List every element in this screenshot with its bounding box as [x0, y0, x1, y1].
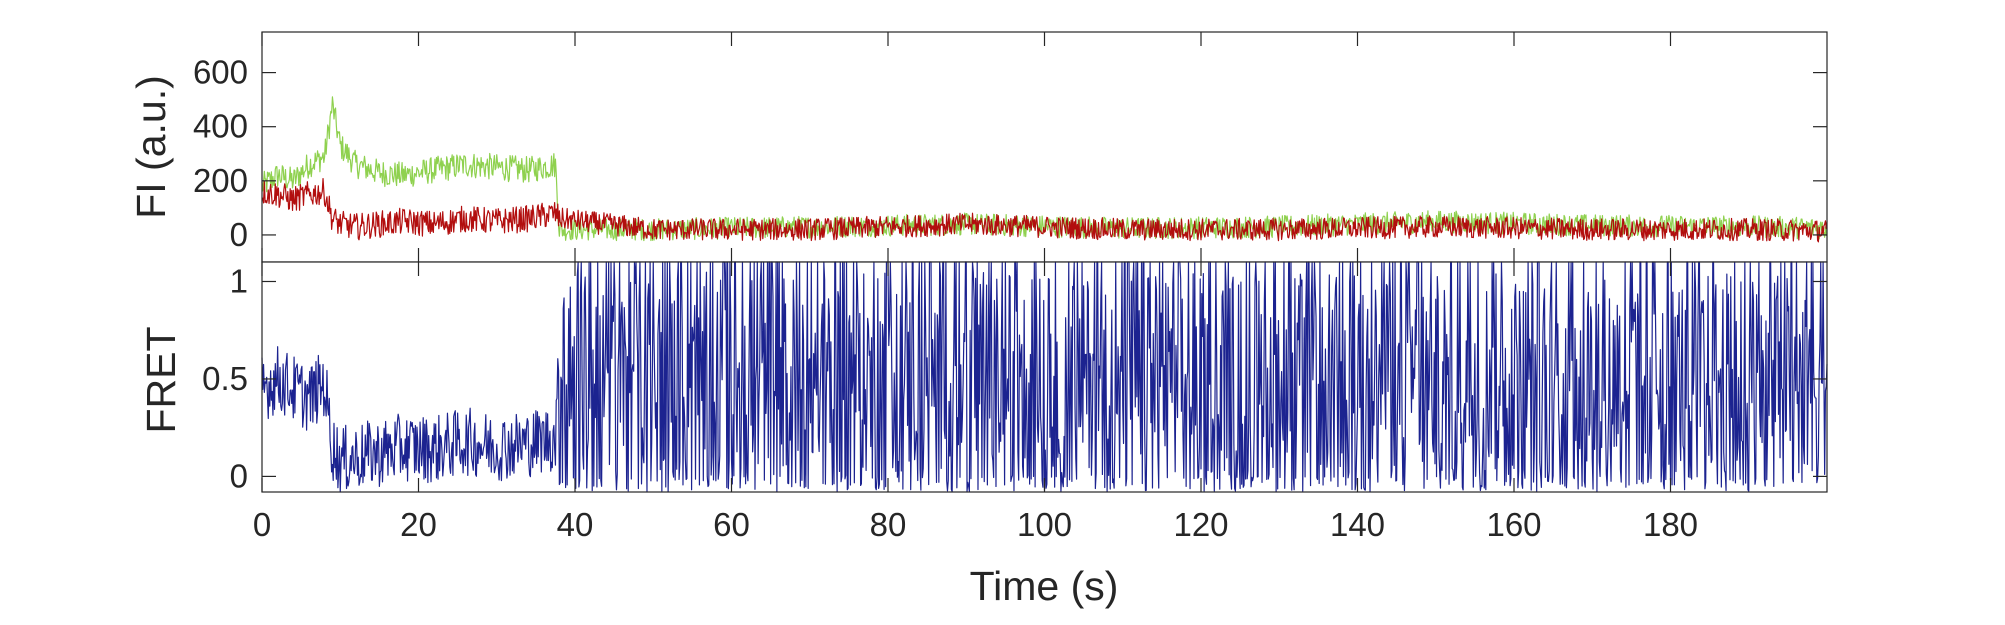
fluorescence-traces [261, 96, 1828, 243]
x-tick-label: 80 [870, 506, 907, 543]
x-tick-label: 140 [1330, 506, 1385, 543]
fluorescence-y-axis-label: FI (a.u.) [128, 75, 174, 219]
fluorescence-trace-2 [261, 177, 1828, 243]
x-tick-label: 100 [1017, 506, 1072, 543]
y-tick-label: 0.5 [202, 360, 248, 397]
x-tick-label: 160 [1486, 506, 1541, 543]
x-tick-label: 120 [1173, 506, 1228, 543]
y-tick-label: 1 [230, 262, 248, 299]
fret-axes-box [261, 261, 1828, 493]
y-tick-label: 400 [193, 108, 248, 145]
x-tick-label: 20 [400, 506, 437, 543]
y-tick-label: 0 [230, 457, 248, 494]
fluorescence-panel: 0 200 400 600 FI (a.u.) [128, 31, 1828, 263]
y-tick-label: 200 [193, 162, 248, 199]
y-tick-label: 600 [193, 54, 248, 91]
fret-y-axis-label: FRET [138, 326, 184, 433]
x-tick-label: 180 [1643, 506, 1698, 543]
fret-ticks: 0 0.5 1 0 20 40 60 80 100 120 140 160 180 [202, 262, 1827, 543]
time-x-axis-label: Time (s) [970, 563, 1119, 609]
fluorescence-y-ticks: 0 200 400 600 [193, 32, 1827, 262]
fret-panel: 0 0.5 1 0 20 40 60 80 100 120 140 160 180 FRET Time … [138, 261, 1828, 609]
x-tick-label: 40 [557, 506, 594, 543]
y-tick-label: 0 [230, 216, 248, 253]
x-tick-label: 0 [253, 506, 271, 543]
x-tick-label: 60 [713, 506, 750, 543]
